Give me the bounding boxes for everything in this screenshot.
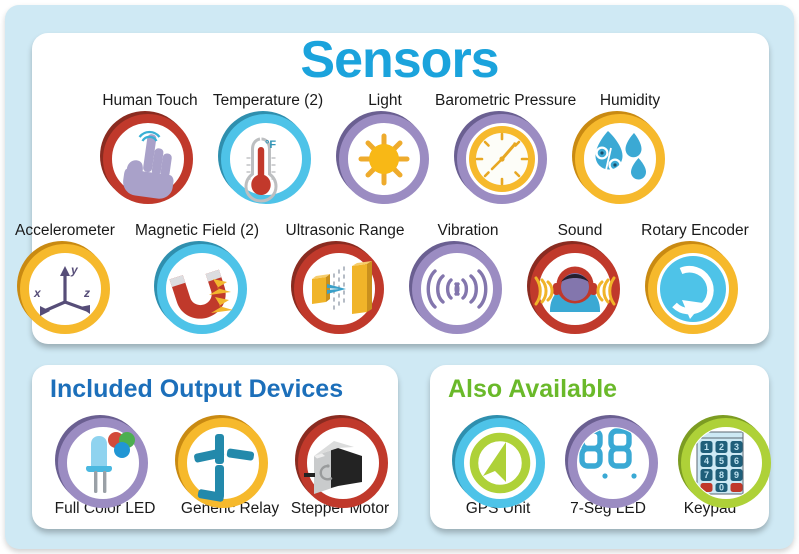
svg-text:8: 8 bbox=[719, 470, 724, 480]
svg-text:2: 2 bbox=[719, 442, 724, 452]
svg-text:0: 0 bbox=[719, 483, 724, 493]
svg-text:3: 3 bbox=[734, 442, 739, 452]
svg-text:x: x bbox=[33, 286, 42, 300]
svg-text:7: 7 bbox=[704, 470, 709, 480]
svg-text:°F: °F bbox=[265, 139, 276, 151]
svg-text:6: 6 bbox=[734, 456, 739, 466]
svg-text:z: z bbox=[83, 286, 90, 300]
svg-text:4: 4 bbox=[704, 456, 709, 466]
svg-text:1: 1 bbox=[704, 442, 709, 452]
svg-text:y: y bbox=[70, 263, 79, 277]
svg-text:9: 9 bbox=[734, 470, 739, 480]
svg-text:5: 5 bbox=[719, 456, 724, 466]
